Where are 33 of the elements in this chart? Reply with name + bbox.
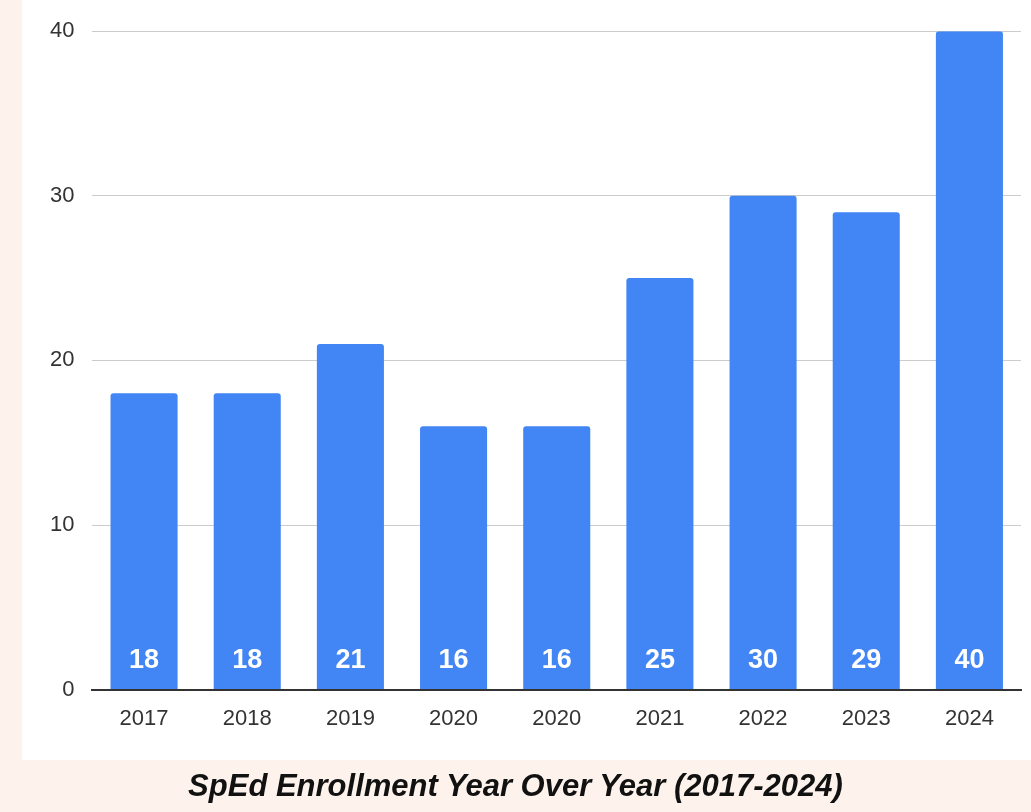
y-tick-label: 20 — [49, 346, 75, 372]
data-label: 21 — [335, 643, 366, 674]
bar — [110, 393, 178, 690]
x-tick-label: 2017 — [119, 704, 169, 730]
x-tick-label: 2024 — [944, 704, 994, 730]
x-tick-label: 2018 — [222, 704, 272, 730]
x-tick-label: 2021 — [635, 704, 685, 730]
y-tick-label: 40 — [49, 17, 75, 43]
x-tick-label: 2023 — [841, 704, 891, 730]
y-tick-label: 0 — [62, 675, 75, 701]
bar — [523, 426, 591, 690]
bar — [729, 195, 797, 690]
x-tick-label: 2020 — [429, 704, 479, 730]
x-tick-label: 2019 — [325, 704, 375, 730]
x-tick-label: 2022 — [738, 704, 788, 730]
data-label: 18 — [232, 643, 263, 674]
text: SpEd Enrollment Year Over Year (2017-2024) — [187, 767, 844, 805]
data-label: 16 — [541, 643, 572, 674]
data-label: 40 — [954, 643, 985, 674]
data-label: 18 — [129, 643, 160, 674]
data-label: 30 — [748, 643, 779, 674]
bar — [935, 31, 1003, 690]
x-tick-label: 2020 — [532, 704, 582, 730]
bar — [213, 393, 281, 690]
y-tick-label: 30 — [49, 181, 75, 207]
bar — [626, 278, 694, 690]
data-label: 16 — [438, 643, 469, 674]
y-tick-label: 10 — [49, 511, 75, 537]
bar — [316, 343, 384, 690]
data-label: 29 — [851, 643, 882, 674]
data-label: 25 — [644, 643, 675, 674]
bar — [420, 426, 488, 690]
bar — [832, 212, 900, 690]
